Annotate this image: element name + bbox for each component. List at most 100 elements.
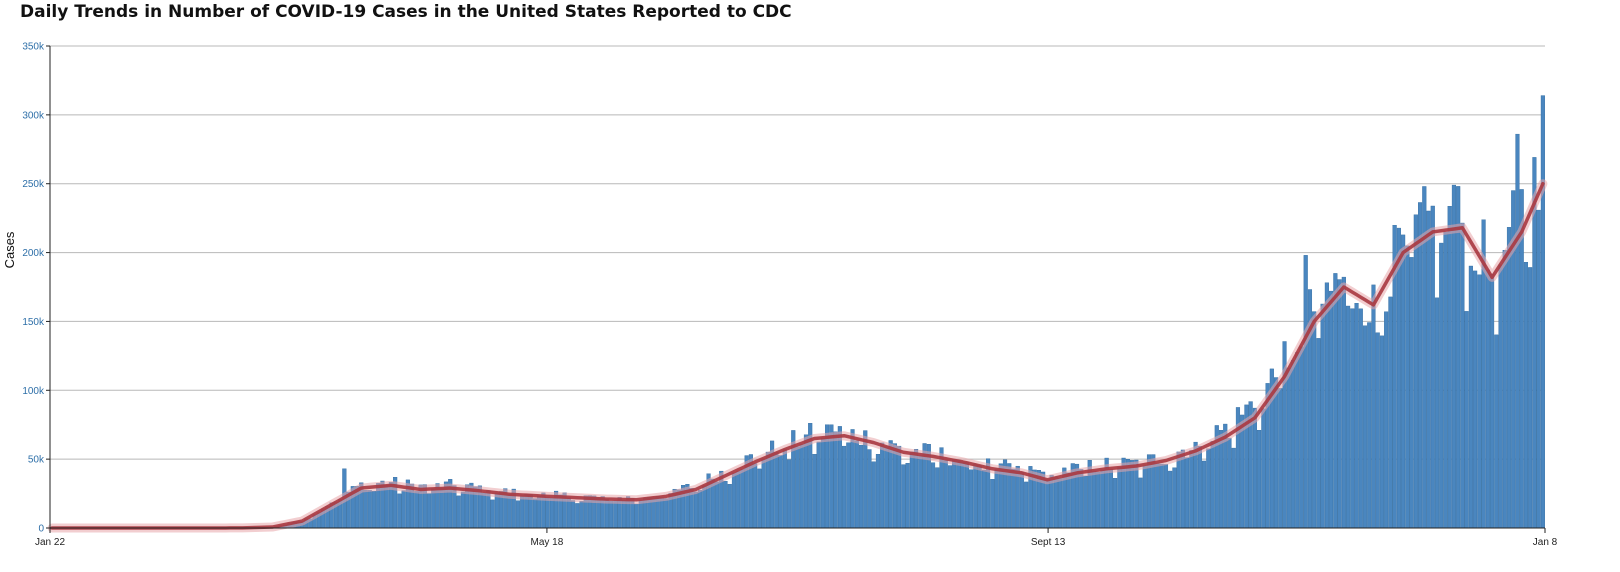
bar	[613, 500, 618, 529]
bar	[918, 455, 923, 529]
bar	[909, 451, 914, 529]
bar	[1489, 273, 1495, 529]
bar	[1329, 290, 1334, 529]
bar	[803, 434, 809, 529]
y-tick: 350k	[22, 42, 50, 53]
bar	[1350, 308, 1355, 529]
x-tick: May 18	[531, 528, 564, 548]
bar	[1163, 464, 1169, 529]
bar	[1354, 303, 1359, 529]
bar	[570, 500, 576, 529]
bar	[1210, 441, 1215, 529]
bar	[1515, 133, 1520, 529]
bar	[367, 490, 372, 529]
bar	[846, 442, 851, 529]
x-axis-ticks: Jan 22 May 18 Sept 13 Jan 8	[35, 528, 1558, 548]
bar	[1303, 255, 1308, 529]
bar	[1299, 346, 1304, 529]
bar	[1418, 202, 1423, 529]
bar	[702, 485, 707, 529]
bar	[1502, 250, 1507, 529]
bar	[1362, 325, 1368, 529]
bar	[1451, 184, 1457, 529]
bar	[969, 469, 974, 529]
bar	[714, 481, 720, 529]
bar	[1172, 467, 1177, 529]
bar	[740, 468, 745, 529]
bar	[664, 498, 669, 529]
bar	[977, 465, 982, 529]
bar	[1464, 311, 1469, 529]
bar	[1388, 296, 1393, 529]
bar	[930, 462, 936, 529]
bar	[901, 464, 906, 529]
bar	[1540, 95, 1545, 529]
bar	[964, 461, 969, 529]
bar	[1058, 478, 1063, 529]
bar	[1252, 407, 1257, 529]
daily-case-bars	[215, 95, 1545, 529]
y-tick: 250k	[22, 179, 50, 190]
bar	[549, 497, 554, 529]
bar	[1346, 305, 1351, 529]
bar	[990, 479, 995, 529]
bar	[1180, 449, 1185, 529]
bar	[1434, 297, 1440, 529]
bar	[609, 500, 614, 529]
bar	[973, 463, 978, 529]
bar	[765, 451, 770, 529]
bar	[897, 445, 902, 529]
y-tick-label: 50k	[28, 455, 45, 466]
bar	[1290, 359, 1296, 529]
bar	[638, 500, 643, 529]
bar	[820, 437, 825, 529]
x-tick: Sept 13	[1031, 528, 1066, 548]
bar	[659, 497, 665, 529]
bar	[621, 500, 626, 529]
bar	[1498, 264, 1503, 529]
bar	[1371, 284, 1376, 529]
bar	[960, 461, 965, 529]
bar	[1257, 430, 1262, 529]
bar	[1083, 475, 1088, 529]
bar	[1320, 303, 1325, 529]
bar	[1231, 447, 1236, 529]
bar	[1066, 472, 1071, 529]
y-tick: 100k	[22, 386, 50, 397]
y-tick-label: 300k	[22, 110, 45, 121]
y-axis-ticks: 0 50k 100k 150k 200k 250k 300k 350k	[22, 42, 50, 535]
bar	[1185, 457, 1190, 529]
y-tick: 150k	[22, 317, 50, 328]
bar	[1324, 282, 1329, 529]
bar	[537, 495, 542, 529]
bar	[943, 460, 948, 529]
y-tick-label: 100k	[22, 386, 45, 397]
y-tick-label: 0	[38, 524, 44, 535]
bar	[431, 488, 436, 529]
bar	[439, 487, 444, 529]
bar	[1045, 479, 1050, 529]
bar	[1379, 335, 1385, 529]
bar	[914, 448, 919, 529]
bar	[892, 443, 897, 529]
bar	[1024, 481, 1029, 529]
bar	[727, 484, 732, 529]
bar	[1295, 352, 1300, 529]
bar	[1019, 471, 1025, 529]
bar	[634, 503, 639, 529]
bar	[1528, 267, 1533, 529]
bar	[579, 501, 584, 529]
bar	[850, 429, 855, 529]
moving-average	[47, 179, 1548, 533]
bar	[520, 495, 525, 529]
bar	[833, 431, 838, 529]
bar	[1341, 276, 1346, 529]
bar	[698, 489, 703, 529]
bar	[1159, 463, 1164, 529]
bar	[1536, 209, 1541, 529]
bar	[1138, 477, 1143, 529]
bar	[994, 468, 999, 529]
bar	[1274, 377, 1279, 529]
y-axis-label: Cases	[2, 231, 17, 268]
bar	[1091, 470, 1097, 529]
